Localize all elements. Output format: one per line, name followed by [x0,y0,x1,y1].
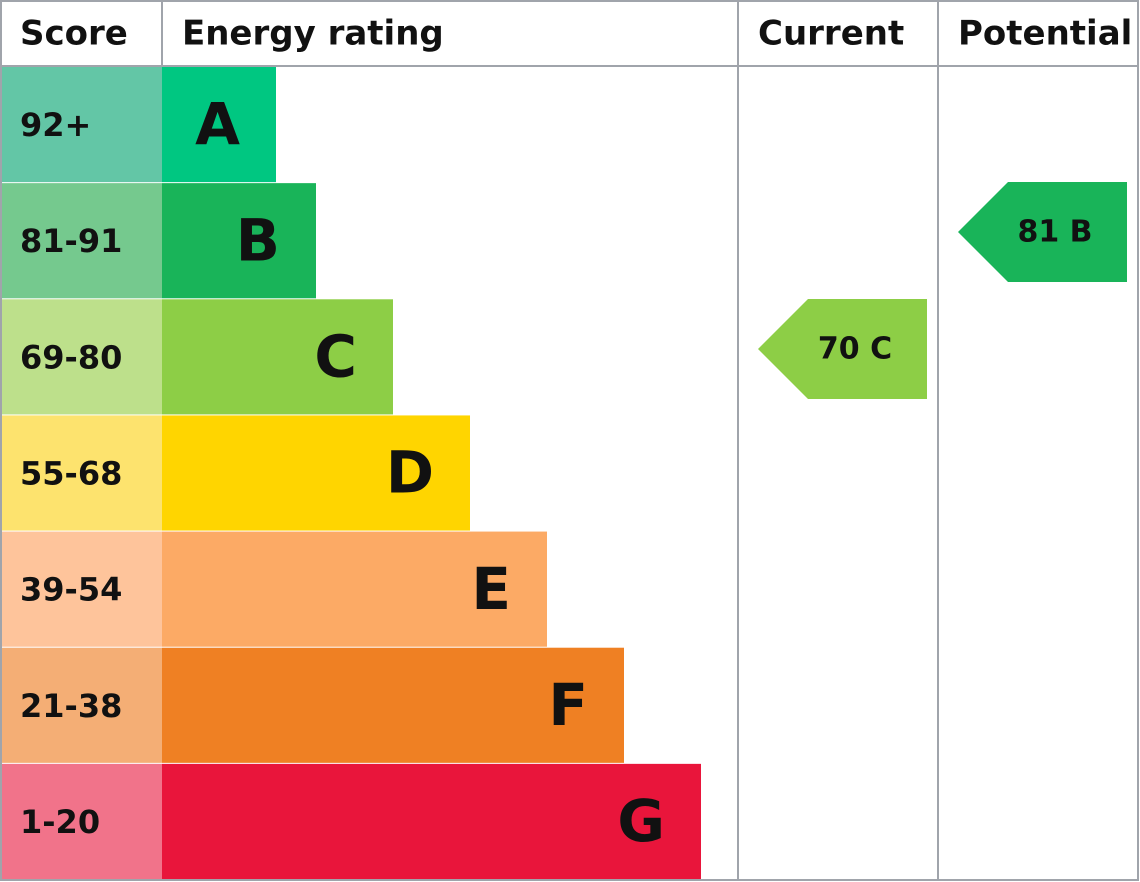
score-cell [2,183,162,299]
score-label: 81-91 [20,222,122,260]
score-cell [2,531,162,647]
rating-bar [162,299,393,415]
rating-bar [162,763,701,879]
score-cell [2,67,162,183]
current-label: 70 C [818,332,892,367]
score-label: 92+ [20,106,91,144]
score-cell [2,763,162,879]
bands: 92+ A 81-91 B 69-80 C 55-68 D 39-54 E 21-38 F 1-20 G [2,67,701,879]
score-label: 39-54 [20,571,122,609]
header-score: Score [20,14,128,54]
rating-bar [162,531,547,647]
rating-bar [162,415,470,531]
rating-letter: F [548,671,588,739]
potential-arrow [958,182,1127,282]
score-label: 69-80 [20,338,122,376]
rating-bar [162,183,316,299]
rating-bar [162,647,624,763]
current-arrow [758,299,927,399]
rating-letter: B [236,206,280,274]
rating-bar [162,67,276,183]
header-current: Current [758,14,904,54]
score-label: 1-20 [20,803,100,841]
score-label: 21-38 [20,687,122,725]
score-cell [2,415,162,531]
rating-letter: A [195,90,240,158]
header-rating: Energy rating [182,14,444,54]
potential-label: 81 B [1017,215,1092,250]
score-cell [2,647,162,763]
rating-letter: G [617,787,665,855]
rating-letter: C [314,322,357,390]
score-cell [2,299,162,415]
header-potential: Potential [958,14,1132,54]
rating-letter: D [386,439,434,507]
score-label: 55-68 [20,455,122,493]
rating-letter: E [471,555,511,623]
